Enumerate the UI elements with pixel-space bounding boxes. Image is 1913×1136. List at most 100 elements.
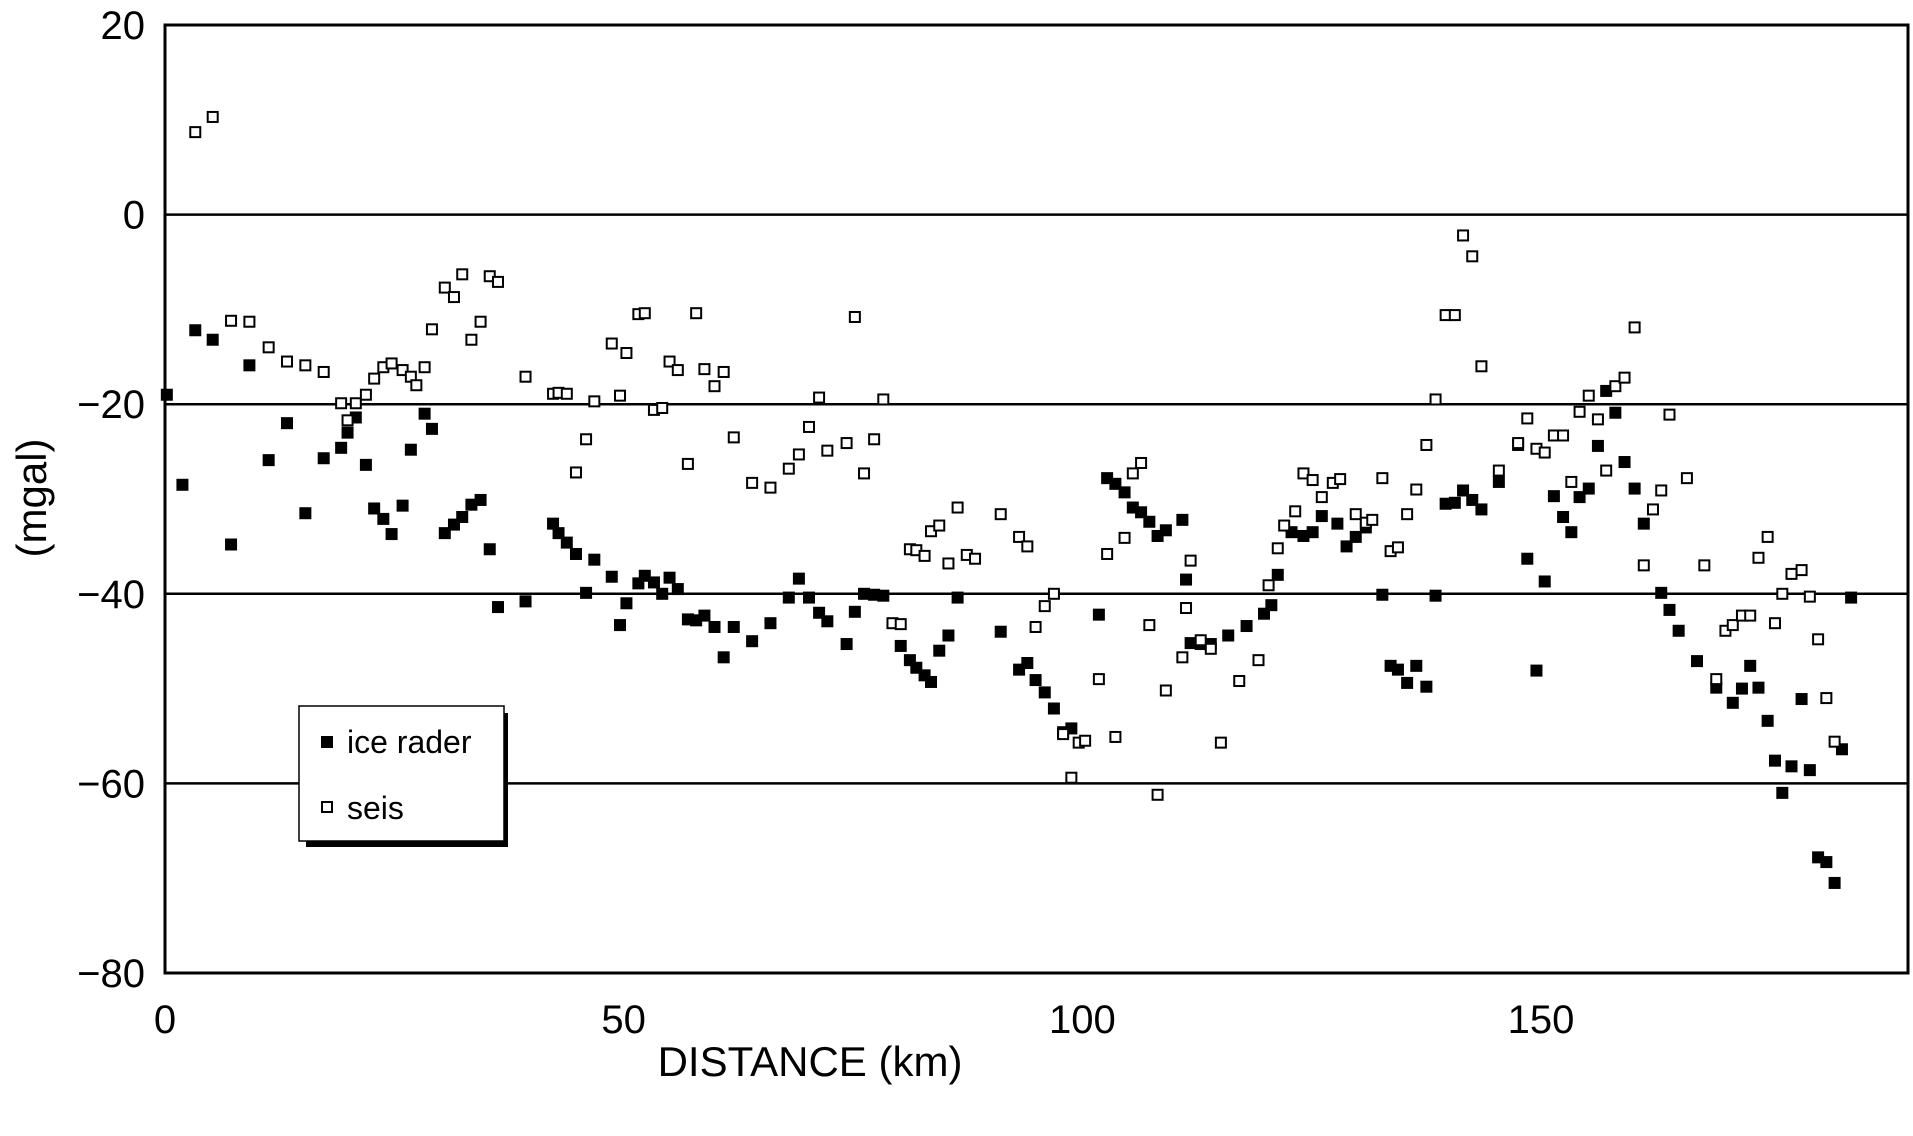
data-point: [1029, 620, 1042, 633]
x-tick-label: 0: [154, 998, 176, 1042]
gridlines: [165, 213, 1908, 785]
data-point: [1184, 637, 1197, 650]
data-point: [894, 639, 907, 652]
data-point: [1334, 473, 1347, 486]
data-point: [1410, 483, 1423, 496]
data-point: [1047, 702, 1060, 715]
data-point: [1021, 657, 1034, 670]
data-point: [1420, 680, 1433, 693]
data-point: [1109, 477, 1122, 490]
data-point: [1752, 681, 1765, 694]
data-point: [588, 553, 601, 566]
data-point: [1391, 663, 1404, 676]
y-axis: 20 0 −20 −40 −60 −80: [77, 4, 145, 996]
data-point: [614, 389, 627, 402]
legend-label-ice-rader: ice rader: [347, 724, 472, 760]
data-point: [1429, 589, 1442, 602]
data-point: [1795, 564, 1808, 577]
data-point: [698, 363, 711, 376]
data-point: [813, 391, 826, 404]
data-point: [1180, 602, 1193, 615]
data-point: [681, 457, 694, 470]
data-point: [1521, 412, 1534, 425]
data-point: [1820, 856, 1833, 869]
data-point: [1038, 600, 1051, 613]
y-tick-label: −20: [77, 383, 145, 427]
legend-marker-seis: [321, 801, 333, 813]
data-point: [317, 452, 330, 465]
x-tick-label: 50: [601, 998, 646, 1042]
data-point: [1618, 371, 1631, 384]
data-point: [1457, 229, 1470, 242]
data-point: [698, 609, 711, 622]
data-point: [1845, 591, 1858, 604]
data-point: [552, 527, 565, 540]
data-point: [1591, 413, 1604, 426]
data-point: [894, 618, 907, 631]
data-point: [1761, 530, 1774, 543]
data-point: [1565, 526, 1578, 539]
data-point: [206, 110, 219, 123]
data-point: [614, 619, 627, 632]
data-point: [1376, 472, 1389, 485]
data-point: [1803, 590, 1816, 603]
data-point: [1126, 467, 1139, 480]
data-point: [1466, 250, 1479, 263]
data-point: [764, 617, 777, 630]
data-point: [341, 414, 354, 427]
data-point: [656, 401, 669, 414]
data-point: [782, 462, 795, 475]
data-point: [1680, 472, 1693, 485]
x-tick-label: 100: [1049, 998, 1116, 1042]
data-point: [225, 314, 238, 327]
data-point: [1492, 464, 1505, 477]
legend: ice rader seis: [298, 705, 508, 847]
data-point: [349, 397, 362, 410]
data-point: [1803, 764, 1816, 777]
data-point: [465, 333, 478, 346]
data-point: [160, 388, 173, 401]
data-point: [1776, 786, 1789, 799]
data-point: [243, 359, 256, 372]
data-point: [1573, 491, 1586, 504]
data-point: [456, 268, 469, 281]
data-point: [1698, 559, 1711, 572]
data-point: [1176, 651, 1189, 664]
data-point: [1222, 629, 1235, 642]
data-point: [359, 458, 372, 471]
data-point: [848, 605, 861, 618]
data-point: [1752, 551, 1765, 564]
data-point: [821, 615, 834, 628]
data-point: [1420, 438, 1433, 451]
data-point: [1159, 524, 1172, 537]
data-point: [656, 587, 669, 600]
data-point: [1180, 573, 1193, 586]
data-point: [1391, 541, 1404, 554]
data-point: [792, 572, 805, 585]
data-point: [1092, 608, 1105, 621]
data-point: [605, 570, 618, 583]
data-point: [1573, 405, 1586, 418]
data-point: [1761, 714, 1774, 727]
data-point: [1297, 467, 1310, 480]
data-point: [1194, 634, 1207, 647]
data-point: [925, 675, 938, 688]
series-ice-rader: [160, 324, 1858, 889]
data-point: [492, 601, 505, 614]
data-point: [1038, 686, 1051, 699]
data-point: [764, 481, 777, 494]
data-point: [708, 380, 721, 393]
data-point: [1663, 603, 1676, 616]
data-point: [1021, 540, 1034, 553]
data-point: [1376, 588, 1389, 601]
y-tick-label: 0: [123, 194, 145, 238]
data-point: [410, 379, 423, 392]
data-point: [1726, 696, 1739, 709]
data-point: [620, 347, 633, 360]
data-point: [840, 437, 853, 450]
data-point: [1530, 664, 1543, 677]
data-point: [1289, 505, 1302, 518]
data-point: [1176, 513, 1189, 526]
data-point: [877, 393, 890, 406]
data-point: [1512, 437, 1525, 450]
